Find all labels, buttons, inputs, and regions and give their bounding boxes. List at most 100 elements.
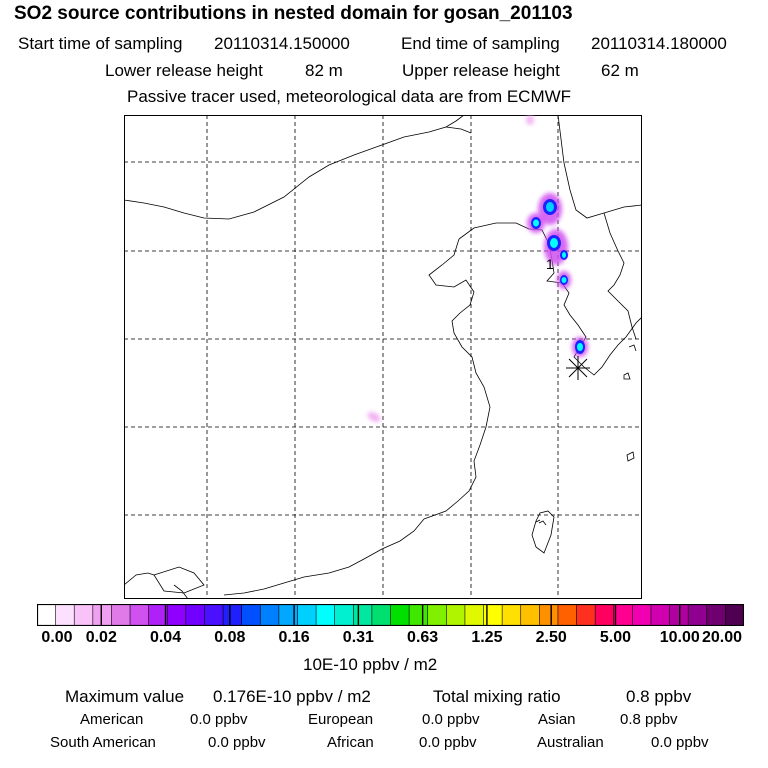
- region-name-asian: Asian: [538, 711, 576, 728]
- colorbar-swatch: [520, 604, 541, 626]
- colorbar-swatch: [687, 604, 708, 626]
- lower-release-value: 82 m: [305, 61, 343, 80]
- region-value-south-american: 0.0 ppbv: [208, 734, 266, 751]
- colorbar-swatch: [650, 604, 671, 626]
- colorbar-swatch: [204, 604, 224, 626]
- colorbar-swatch: [129, 604, 150, 626]
- concentration-plumes: [367, 115, 588, 422]
- total-mixing-value: 0.8 ppbv: [626, 687, 692, 706]
- colorbar-swatch: [259, 604, 280, 626]
- plume-top: [526, 115, 534, 125]
- colorbar-tick-label: 0.63: [407, 629, 439, 646]
- plume-north-center: [546, 202, 554, 212]
- colorbar-unit: 10E-10 ppbv / m2: [303, 655, 438, 674]
- korea-coast: [561, 282, 642, 376]
- korea-north-border: [603, 212, 637, 340]
- colorbar-tick-label: 0.16: [278, 629, 310, 646]
- inland-border: [173, 584, 189, 599]
- colorbar-swatch: [371, 604, 392, 626]
- colorbar-swatch: [185, 604, 206, 626]
- colorbar-swatch: [390, 604, 410, 626]
- plume-south-center: [561, 277, 567, 283]
- region-name-american: American: [80, 711, 144, 728]
- tracer-note: Passive tracer used, meteorological data…: [127, 87, 572, 106]
- colorbar-swatch: [55, 604, 76, 626]
- region-name-australian: Australian: [537, 734, 604, 751]
- coast-fragment: [538, 520, 547, 526]
- source-marker-label: 1: [546, 256, 554, 272]
- island-fragment: [626, 451, 635, 462]
- colorbar-swatch: [501, 604, 522, 626]
- map-title: SO2 source contributions in nested domai…: [14, 3, 573, 24]
- border-fragment: [445, 126, 472, 134]
- colorbar-tick-label: 0.04: [149, 629, 182, 646]
- colorbar-swatch: [73, 604, 94, 626]
- colorbar-tick-label: 0.31: [342, 629, 374, 646]
- colorbar-swatch: [166, 604, 187, 626]
- colorbar-swatch: [278, 604, 299, 626]
- colorbar-swatch: [315, 604, 336, 626]
- region-name-south-american: South American: [50, 734, 156, 751]
- colorbar-swatch: [111, 604, 131, 626]
- colorbar-swatch: [37, 604, 57, 626]
- region-name-european: European: [308, 711, 374, 728]
- lower-release-label: Lower release height: [105, 61, 263, 80]
- colorbar-tick-label: 20.00: [701, 629, 743, 646]
- start-time-value: 20110314.150000: [214, 34, 350, 53]
- northeast-border: [557, 115, 642, 219]
- colorbar-swatch: [706, 604, 727, 626]
- region-value-american: 0.0 ppbv: [190, 711, 248, 728]
- colorbar-swatch: [222, 604, 243, 626]
- start-time-label: Start time of sampling: [18, 34, 183, 53]
- colorbar-swatch: [297, 604, 317, 626]
- plume-main-secondary-center: [562, 252, 566, 258]
- inland-border: [124, 572, 155, 586]
- island-fragment: [623, 372, 631, 380]
- mongolia-border: [124, 115, 465, 220]
- end-time-label: End time of sampling: [401, 34, 560, 53]
- colorbar-tick-label: 0.02: [85, 629, 117, 646]
- colorbar-tick-label: 5.00: [599, 629, 632, 646]
- colorbar-swatch: [334, 604, 355, 626]
- region-value-european: 0.0 ppbv: [422, 711, 480, 728]
- colorbar-tick-label: 10.00: [659, 629, 700, 646]
- japan-fragment: [628, 344, 637, 352]
- colorbar-swatch: [594, 604, 615, 626]
- max-value: 0.176E-10 ppbv / m2: [213, 687, 371, 706]
- region-name-african: African: [327, 734, 374, 751]
- map-panel: 1: [124, 115, 642, 599]
- colorbar-tick-label: 0.00: [41, 629, 73, 646]
- gosan-station-asterisk: [566, 356, 590, 380]
- plume-minor: [367, 412, 381, 422]
- colorbar-swatch: [92, 604, 113, 626]
- plume-main-center: [550, 238, 558, 248]
- colorbar-swatch: [613, 604, 634, 626]
- colorbar-swatch: [241, 604, 262, 626]
- plume-korea-center: [577, 343, 583, 351]
- region-value-australian: 0.0 ppbv: [651, 734, 709, 751]
- south-china-coast: [223, 518, 425, 596]
- map-gridlines: [124, 115, 642, 599]
- coast-fragment: [535, 519, 541, 523]
- colorbar-swatch: [632, 604, 652, 626]
- colorbar-tick-label: 0.08: [214, 629, 246, 646]
- colorbar-swatch: [576, 604, 596, 626]
- colorbar-swatch: [464, 604, 485, 626]
- colorbar-swatch: [408, 604, 429, 626]
- upper-release-value: 62 m: [601, 61, 639, 80]
- max-value-label: Maximum value: [65, 687, 185, 706]
- upper-release-label: Upper release height: [402, 61, 560, 80]
- end-time-value: 20110314.180000: [591, 34, 727, 53]
- plume-west-center: [533, 219, 539, 227]
- colorbar-swatch: [539, 604, 559, 626]
- region-value-african: 0.0 ppbv: [419, 734, 477, 751]
- colorbar-swatch: [557, 604, 578, 626]
- china-east-coast: [423, 238, 491, 520]
- colorbar-swatch: [352, 604, 373, 626]
- colorbar-tick-label: 2.50: [535, 629, 567, 646]
- colorbar-swatch: [725, 604, 744, 626]
- colorbar-swatch: [427, 604, 448, 626]
- region-value-asian: 0.8 ppbv: [620, 711, 678, 728]
- colorbar-swatch: [446, 604, 466, 626]
- total-mixing-label: Total mixing ratio: [433, 687, 561, 706]
